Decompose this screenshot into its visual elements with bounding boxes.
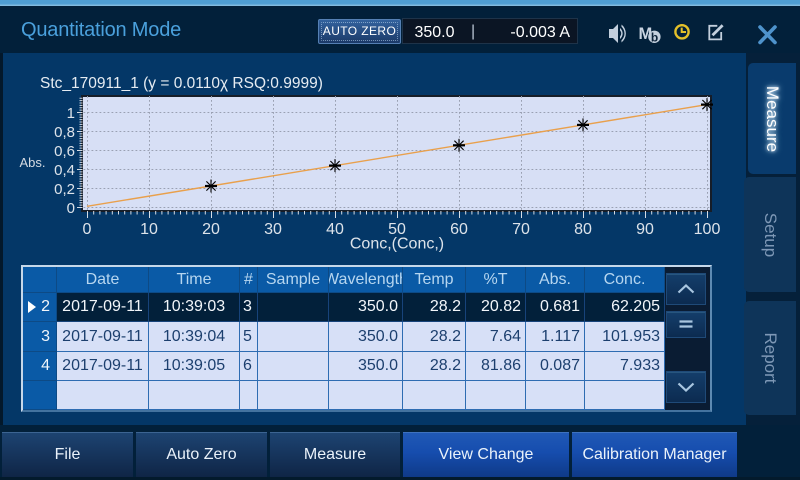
svg-text:70: 70 bbox=[512, 221, 530, 238]
svg-text:20: 20 bbox=[202, 221, 220, 238]
svg-text:10: 10 bbox=[140, 221, 158, 238]
svg-text:0,8: 0,8 bbox=[54, 124, 75, 141]
svg-text:90: 90 bbox=[636, 221, 654, 238]
svg-text:80: 80 bbox=[574, 221, 592, 238]
svg-text:0,2: 0,2 bbox=[54, 181, 75, 198]
svg-text:60: 60 bbox=[450, 221, 468, 238]
svg-text:0,4: 0,4 bbox=[54, 162, 75, 179]
svg-text:100: 100 bbox=[694, 221, 721, 238]
svg-text:40: 40 bbox=[326, 221, 344, 238]
svg-text:Stc_170911_1 (y = 0.0110χ RSQ:: Stc_170911_1 (y = 0.0110χ RSQ:0.9999) bbox=[40, 75, 323, 92]
svg-text:1: 1 bbox=[67, 105, 75, 122]
svg-text:Abs.: Abs. bbox=[20, 155, 46, 170]
svg-text:b: b bbox=[651, 30, 658, 44]
svg-text:30: 30 bbox=[264, 221, 282, 238]
svg-text:0,6: 0,6 bbox=[54, 143, 75, 160]
svg-text:50: 50 bbox=[388, 221, 406, 238]
svg-text:Conc,(Conc,): Conc,(Conc,) bbox=[350, 236, 444, 253]
svg-text:0: 0 bbox=[83, 221, 92, 238]
svg-text:0: 0 bbox=[67, 200, 75, 217]
